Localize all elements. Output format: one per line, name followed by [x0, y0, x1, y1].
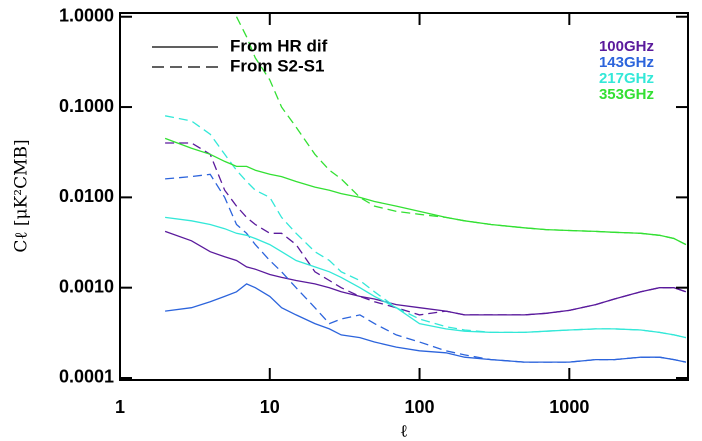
- series-line: [165, 216, 687, 339]
- x-tick-label: 100: [405, 397, 435, 417]
- y-tick-label: 0.0100: [59, 186, 114, 206]
- series-line: [235, 16, 687, 246]
- series-line: [164, 230, 687, 316]
- y-tick-label: 0.1000: [59, 96, 114, 116]
- legend-label: From S2-S1: [230, 56, 324, 75]
- y-tick-label: 1.0000: [59, 5, 114, 25]
- y-tick-label: 0.0010: [59, 276, 114, 296]
- series-line: [165, 173, 687, 363]
- legend-label: 353GHz: [599, 86, 654, 103]
- y-axis-label: Cℓ [μK²CMB]: [12, 139, 32, 252]
- series-line: [164, 115, 687, 339]
- y-tick-label: 0.0001: [59, 367, 114, 387]
- legend-label: 100GHz: [599, 38, 654, 55]
- series-line: [165, 142, 687, 316]
- x-tick-label: 1000: [549, 397, 589, 417]
- x-tick-label: 1: [115, 397, 125, 417]
- legend-label: 217GHz: [599, 70, 654, 87]
- x-axis-label: ℓ: [400, 422, 408, 441]
- legend-label: From HR dif: [230, 36, 328, 55]
- series-line: [164, 137, 687, 246]
- series-line: [165, 283, 687, 363]
- x-tick-label: 10: [260, 397, 280, 417]
- legend-label: 143GHz: [599, 54, 654, 71]
